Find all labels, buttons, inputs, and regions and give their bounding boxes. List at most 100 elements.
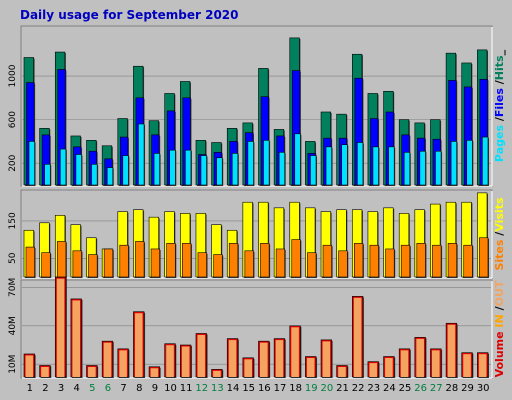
- sites-bar-body: [228, 243, 239, 278]
- pages-bar-body: [91, 163, 98, 186]
- sites-bar-body: [135, 241, 145, 278]
- day-label: 3: [58, 383, 64, 394]
- middle-right-label: Sites /Visits: [493, 197, 506, 270]
- in-out-bar: [291, 327, 299, 377]
- pages-bar-body: [200, 155, 207, 186]
- pages-bar-body: [356, 142, 364, 186]
- pages-bar-body: [278, 152, 286, 186]
- pages-bar: [341, 144, 349, 186]
- chart-title: Daily usage for September 2020: [20, 8, 239, 22]
- pages-bar: [388, 146, 396, 186]
- pages-bar: [75, 154, 83, 186]
- day-label: 24: [383, 383, 396, 394]
- top-tick-label: 600: [8, 111, 18, 128]
- day-label: 10: [164, 383, 177, 394]
- day-label: 17: [274, 383, 287, 394]
- pages-bar: [419, 150, 427, 186]
- in-out-bar: [134, 313, 143, 377]
- pages-bar: [91, 163, 99, 186]
- top-series-pages: [28, 123, 489, 186]
- in-out-bar: [25, 355, 34, 377]
- day-label: 30: [477, 383, 490, 394]
- day-label: 18: [289, 383, 302, 394]
- in-out-bar: [150, 368, 159, 377]
- day-label: 14: [227, 383, 240, 394]
- legend-entry-in: IN: [493, 314, 506, 327]
- in-out-bar: [306, 358, 315, 377]
- middle-series-sites: [25, 237, 489, 278]
- day-label: 29: [461, 383, 474, 394]
- legend-entry-: _: [493, 49, 506, 55]
- day-label: 4: [74, 383, 80, 394]
- pages-bar-body: [138, 123, 145, 186]
- legend-entry-: /: [493, 305, 506, 314]
- pages-bar-body: [403, 152, 411, 186]
- middle-tick-label: 50: [8, 252, 18, 264]
- sites-bar-body: [260, 243, 270, 278]
- bottom-series-volume: [23, 276, 489, 378]
- legend-entry-visits: Visits: [493, 197, 506, 232]
- pages-bar: [435, 150, 443, 186]
- sites-bar: [400, 244, 411, 278]
- day-label: 26: [414, 383, 427, 394]
- sites-bar-body: [88, 254, 98, 278]
- pages-bar-body: [216, 157, 223, 186]
- sites-bar-body: [353, 243, 364, 278]
- sites-bar-body: [275, 248, 286, 278]
- in-out-bar: [447, 324, 456, 377]
- day-label: 7: [120, 383, 126, 394]
- pages-bar: [372, 146, 380, 186]
- pages-bar-body: [325, 146, 332, 186]
- legend-entry-out: OUT: [493, 280, 506, 306]
- pages-bar-body: [106, 167, 114, 186]
- pages-bar: [466, 140, 474, 186]
- sites-bar: [103, 248, 114, 278]
- sites-bar: [150, 248, 161, 278]
- sites-bar-body: [338, 250, 348, 278]
- day-label: 22: [352, 383, 365, 394]
- pages-bar: [278, 152, 286, 186]
- bottom-tick-label: 40M: [8, 316, 18, 335]
- pages-bar-body: [466, 140, 473, 186]
- pages-bar-body: [372, 146, 379, 186]
- in-out-bar: [228, 340, 237, 377]
- in-out-bar: [56, 278, 65, 377]
- sites-bar-body: [25, 246, 35, 278]
- pages-bar: [185, 149, 192, 186]
- legend-entry-hits: Hits: [493, 55, 506, 80]
- in-out-bar: [275, 340, 284, 377]
- sites-bar: [41, 252, 52, 278]
- day-label: 19: [305, 383, 318, 394]
- middle-tick-label: 150: [8, 212, 18, 229]
- sites-bar-body: [432, 244, 442, 278]
- in-out-bar: [385, 358, 393, 377]
- sites-bar: [338, 250, 349, 278]
- pages-bar-body: [419, 150, 426, 186]
- day-label: 16: [258, 383, 271, 394]
- sites-bar-body: [197, 252, 207, 278]
- in-out-bar: [322, 341, 331, 377]
- in-out-bar: [260, 342, 268, 377]
- bottom-tick-label: 70M: [8, 278, 18, 297]
- day-label: 21: [336, 383, 349, 394]
- pages-bar: [122, 155, 130, 186]
- in-out-bar: [353, 297, 362, 377]
- pages-bar: [28, 141, 36, 186]
- day-label: 12: [195, 383, 208, 394]
- sites-bar: [322, 244, 333, 278]
- in-out-bar: [181, 346, 190, 377]
- pages-bar-body: [75, 154, 82, 186]
- sites-bar-body: [385, 248, 395, 278]
- day-label: 5: [89, 383, 95, 394]
- sites-bar-body: [400, 244, 411, 278]
- pages-bar-body: [450, 141, 458, 186]
- sites-bar: [166, 243, 177, 278]
- day-label: 11: [180, 383, 193, 394]
- pages-bar-body: [294, 133, 301, 186]
- in-out-bar: [400, 350, 409, 377]
- sites-bar-body: [150, 248, 160, 278]
- day-label: 27: [430, 383, 443, 394]
- in-out-bar: [369, 363, 378, 377]
- pages-bar: [403, 152, 411, 186]
- sites-bar: [135, 241, 146, 278]
